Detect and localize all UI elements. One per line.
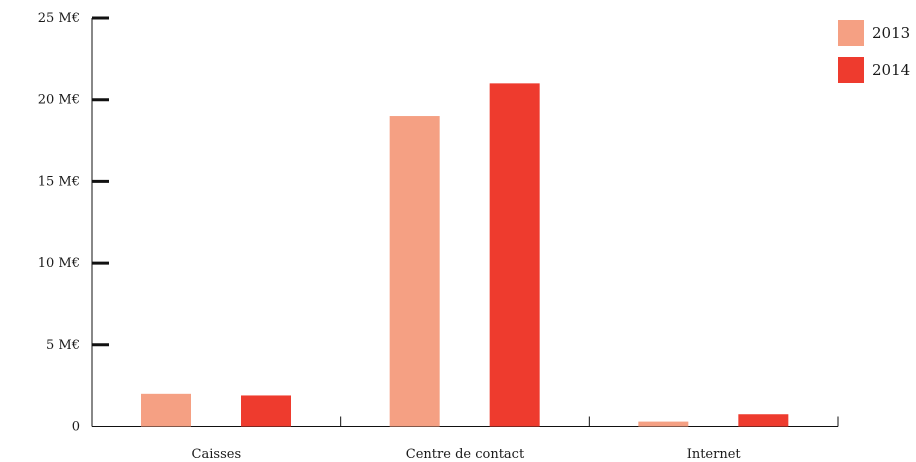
legend-swatch-2014 bbox=[838, 57, 864, 83]
legend-label-2013: 2013 bbox=[872, 24, 910, 42]
legend-swatch-2013 bbox=[838, 20, 864, 46]
legend: 2013 2014 bbox=[838, 20, 910, 83]
y-tick-label: 0 bbox=[72, 420, 80, 435]
legend-label-2014: 2014 bbox=[872, 61, 910, 79]
bar-2013-centre-de-contact bbox=[389, 116, 440, 427]
bar-2013-internet bbox=[638, 421, 689, 427]
bars bbox=[141, 83, 789, 427]
bar-2013-caisses bbox=[141, 393, 191, 427]
y-tick-label: 20 M€ bbox=[38, 93, 80, 108]
x-category-label: Internet bbox=[687, 447, 742, 462]
x-axis: Caisses Centre de contact Internet bbox=[92, 416, 839, 462]
y-axis: 0 5 M€ 10 M€ 15 M€ 20 M€ 25 M€ bbox=[38, 11, 109, 435]
y-tick-label: 15 M€ bbox=[38, 174, 80, 189]
x-category-label: Centre de contact bbox=[406, 447, 525, 462]
x-category-label: Caisses bbox=[192, 447, 242, 462]
y-tick-label: 5 M€ bbox=[46, 338, 80, 353]
y-tick-label: 10 M€ bbox=[38, 256, 80, 271]
bar-2014-caisses bbox=[241, 395, 291, 427]
y-tick-label: 25 M€ bbox=[38, 11, 80, 26]
bar-2014-internet bbox=[738, 414, 789, 427]
bar-2014-centre-de-contact bbox=[489, 83, 540, 427]
